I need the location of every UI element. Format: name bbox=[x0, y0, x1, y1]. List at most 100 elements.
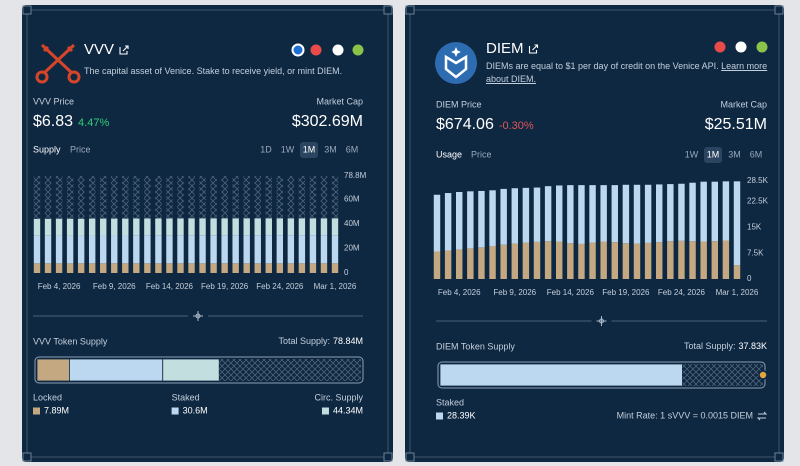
range-button[interactable]: 6M bbox=[750, 149, 763, 159]
bar-segment bbox=[243, 235, 250, 264]
bar-segment bbox=[478, 190, 485, 248]
swap-icon[interactable] bbox=[756, 411, 768, 421]
bar-segment bbox=[166, 218, 173, 236]
corner-ornament bbox=[383, 5, 393, 15]
network-icon[interactable] bbox=[332, 44, 344, 56]
card-name: DIEM bbox=[486, 40, 524, 57]
chart-tab[interactable]: Supply bbox=[33, 144, 61, 154]
bar-segment bbox=[589, 242, 596, 279]
bar-segment bbox=[320, 176, 328, 219]
network-icon[interactable] bbox=[714, 41, 726, 53]
bar-segment bbox=[656, 242, 663, 279]
bar-segment bbox=[522, 187, 530, 243]
bar-segment bbox=[276, 263, 284, 273]
range-button[interactable]: 6M bbox=[346, 144, 359, 154]
logo-ring bbox=[35, 70, 49, 84]
external-link-icon[interactable] bbox=[119, 45, 129, 55]
y-tick-label: 60M bbox=[344, 194, 360, 203]
bar-segment bbox=[544, 186, 552, 242]
learn-more-link[interactable]: Learn more about DIEM. bbox=[486, 61, 768, 84]
bar-segment bbox=[700, 181, 707, 242]
bar-segment bbox=[188, 235, 195, 264]
bar-segment bbox=[144, 235, 151, 264]
corner-ornament bbox=[774, 5, 784, 15]
network-icon[interactable] bbox=[291, 43, 305, 57]
network-icon[interactable] bbox=[352, 44, 364, 56]
bar-segment bbox=[88, 263, 96, 273]
y-tick-label: 20M bbox=[344, 243, 360, 252]
supply-bar-frame bbox=[34, 356, 364, 384]
logo bbox=[35, 43, 81, 84]
chart-tab[interactable]: Price bbox=[471, 149, 492, 159]
market-cap: $25.51M bbox=[705, 116, 767, 133]
divider-ornament bbox=[195, 313, 201, 319]
x-tick-label: Feb 14, 2026 bbox=[146, 282, 194, 291]
price-label: VVV Price bbox=[33, 96, 74, 106]
bar-segment bbox=[122, 263, 129, 273]
market-cap: $302.69M bbox=[292, 113, 363, 130]
x-tick-label: Mar 1, 2026 bbox=[314, 282, 357, 291]
legend-value: 7.89M bbox=[44, 405, 69, 415]
bar-segment bbox=[66, 218, 74, 236]
bar-segment bbox=[567, 185, 574, 244]
bar-segment bbox=[100, 235, 107, 264]
bar-segment bbox=[265, 176, 272, 219]
legend-name: Locked bbox=[33, 392, 62, 402]
chart-tab[interactable]: Usage bbox=[436, 149, 462, 159]
range-button[interactable]: 1M bbox=[707, 149, 720, 159]
bar-segment bbox=[711, 181, 718, 242]
card-border bbox=[26, 9, 389, 458]
y-tick-label: 40M bbox=[344, 219, 360, 228]
bar-segment bbox=[100, 176, 107, 219]
range-button[interactable]: 1W bbox=[685, 149, 699, 159]
corner-ornament bbox=[22, 452, 32, 462]
x-tick-label: Feb 4, 2026 bbox=[38, 282, 81, 291]
bar-segment bbox=[55, 235, 63, 264]
bar-segment bbox=[221, 218, 228, 236]
bar-segment bbox=[500, 244, 507, 279]
x-tick-label: Feb 4, 2026 bbox=[438, 288, 481, 297]
supply-segment bbox=[69, 358, 164, 382]
bar-segment bbox=[287, 176, 295, 219]
bar-segment bbox=[622, 184, 630, 244]
bar-segment bbox=[188, 176, 195, 219]
bar-segment bbox=[298, 218, 306, 236]
range-button[interactable]: 1M bbox=[303, 144, 316, 154]
chart-tab[interactable]: Price bbox=[70, 144, 91, 154]
bar-segment bbox=[600, 241, 607, 279]
bar-segment bbox=[700, 241, 707, 279]
bar-segment bbox=[276, 218, 284, 236]
x-tick-label: Feb 19, 2026 bbox=[201, 282, 249, 291]
range-button[interactable]: 3M bbox=[324, 144, 337, 154]
network-icon[interactable] bbox=[735, 41, 747, 53]
network-icon[interactable] bbox=[756, 41, 768, 53]
card bbox=[22, 5, 393, 462]
total-supply: Total Supply: 78.84M bbox=[278, 336, 363, 346]
range-button[interactable]: 3M bbox=[728, 149, 741, 159]
bar-segment bbox=[199, 263, 206, 273]
supply-title: VVV Token Supply bbox=[33, 336, 108, 346]
bar-segment bbox=[210, 235, 217, 264]
bar-segment bbox=[511, 188, 518, 244]
bar-segment bbox=[265, 218, 272, 236]
total-supply-label: Total Supply: bbox=[278, 336, 330, 346]
range-button[interactable]: 1D bbox=[260, 144, 272, 154]
bar-segment bbox=[177, 218, 184, 236]
range-button[interactable]: 1W bbox=[281, 144, 295, 154]
y-tick-label: 7.5K bbox=[747, 248, 764, 257]
bar-segment bbox=[331, 218, 339, 236]
bar-segment bbox=[221, 263, 228, 273]
range-active-bg bbox=[300, 142, 318, 158]
bar-segment bbox=[320, 235, 328, 264]
bar-segment bbox=[309, 263, 317, 273]
external-link-icon[interactable] bbox=[528, 44, 539, 54]
range-active-bg bbox=[704, 147, 722, 163]
bar-segment bbox=[100, 263, 107, 273]
market-cap-label: Market Cap bbox=[720, 99, 767, 109]
corner-ornament bbox=[774, 452, 784, 462]
legend-value: 44.34M bbox=[333, 405, 363, 415]
bar-segment bbox=[88, 176, 96, 219]
bar-segment bbox=[232, 263, 239, 273]
y-tick-label: 28.5K bbox=[747, 176, 769, 185]
network-icon[interactable] bbox=[310, 44, 322, 56]
